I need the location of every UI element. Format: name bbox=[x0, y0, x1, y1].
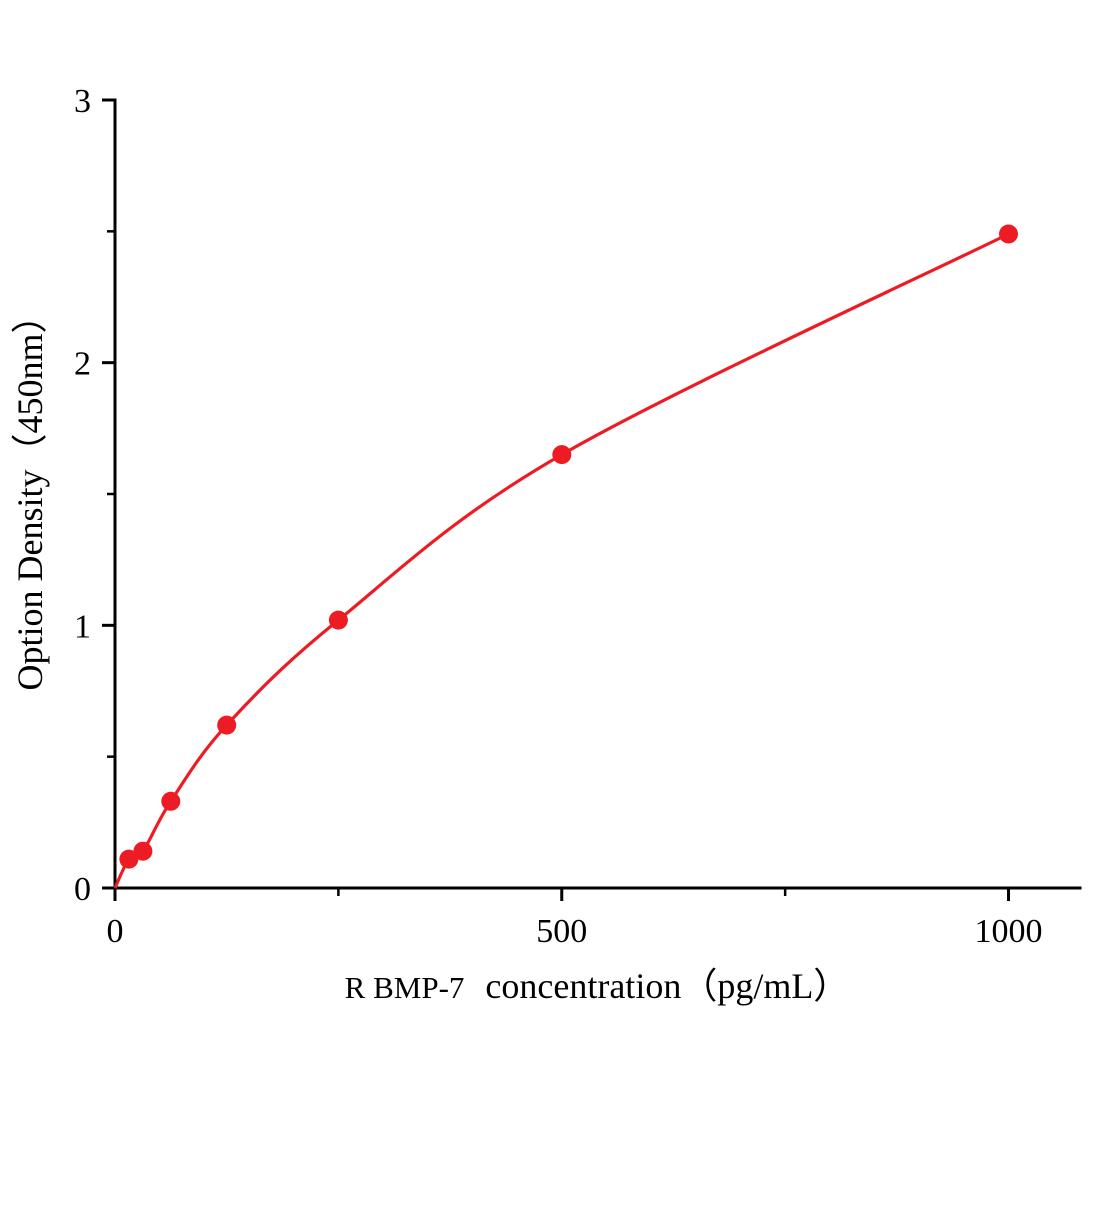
data-point-marker bbox=[328, 610, 348, 630]
x-axis-label: R BMP-7 concentration（pg/mL） bbox=[345, 966, 850, 1006]
axes-group bbox=[113, 98, 1082, 890]
tick-labels-group: 0 500 1000 0 1 2 3 bbox=[74, 83, 1043, 950]
y-tick-label: 2 bbox=[74, 346, 91, 383]
y-axis-label: Option Density（450nm） bbox=[10, 298, 50, 691]
ticks-group bbox=[102, 98, 1011, 901]
y-tick-label: 0 bbox=[74, 871, 91, 908]
x-tick-label: 0 bbox=[107, 913, 124, 950]
data-point-marker bbox=[217, 715, 237, 735]
x-tick-label: 500 bbox=[536, 913, 587, 950]
y-tick-label: 3 bbox=[74, 83, 91, 120]
standard-curve-line bbox=[113, 232, 1010, 889]
data-point-marker bbox=[999, 224, 1018, 244]
x-axis-label-main: concentration（pg/mL） bbox=[485, 966, 849, 1006]
data-point-marker bbox=[133, 841, 153, 861]
data-point-marker bbox=[161, 791, 181, 811]
curve-group bbox=[113, 232, 1010, 889]
x-axis-label-prefix: R BMP-7 bbox=[345, 970, 465, 1005]
markers-group bbox=[119, 224, 1018, 869]
axis-lines bbox=[113, 98, 1082, 890]
data-point-marker bbox=[119, 849, 139, 869]
y-tick-label: 1 bbox=[74, 608, 91, 645]
data-point-marker bbox=[552, 445, 572, 465]
x-tick-label: 1000 bbox=[975, 913, 1043, 950]
